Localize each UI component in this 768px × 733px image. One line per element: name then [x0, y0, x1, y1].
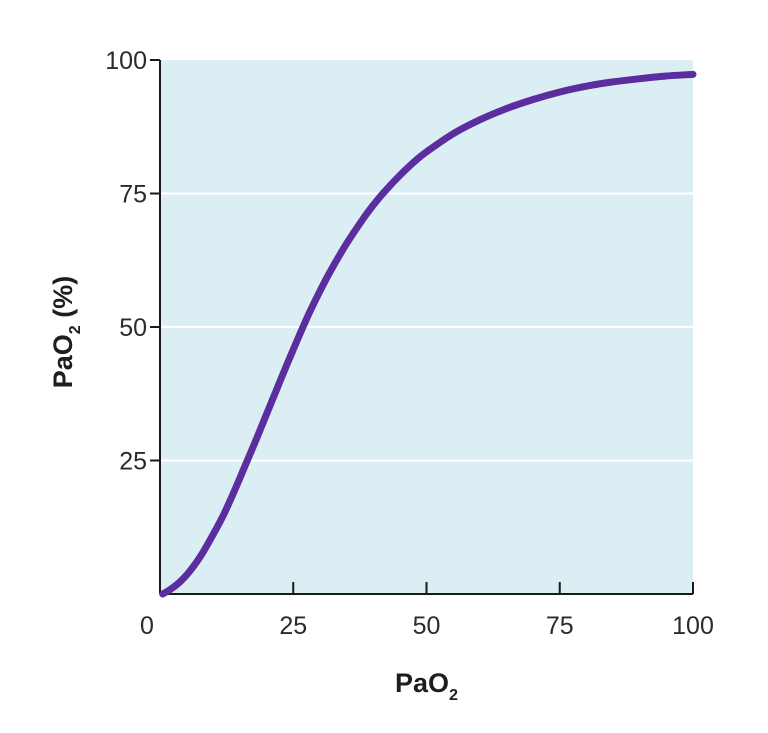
x-tick-label-25: 25	[279, 612, 307, 640]
x-tick-label-75: 75	[546, 612, 574, 640]
y-tick-label-50: 50	[119, 314, 147, 342]
y-axis-label-rest: (%)	[48, 276, 78, 326]
x-axis-label-main: PaO	[395, 668, 449, 698]
y-axis-label-main: PaO	[48, 334, 78, 388]
x-tick-label-50: 50	[413, 612, 441, 640]
x-tick-label-100: 100	[672, 612, 714, 640]
tick-marks	[150, 59, 694, 594]
x-axis-label-subscript: 2	[449, 687, 458, 704]
x-axis-label: PaO2	[395, 668, 458, 704]
y-tick-labels: 25 50 75 100	[105, 47, 147, 476]
y-tick-label-100: 100	[105, 47, 147, 75]
x-tick-label-0: 0	[140, 612, 154, 640]
x-tick-labels: 0 25 50 75 100	[140, 612, 714, 640]
y-axis-label-subscript: 2	[67, 325, 84, 334]
y-axis-label: PaO2 (%)	[48, 276, 84, 388]
y-tick-label-25: 25	[119, 448, 147, 476]
saturation-curve	[159, 70, 697, 598]
y-tick-label-75: 75	[119, 181, 147, 209]
